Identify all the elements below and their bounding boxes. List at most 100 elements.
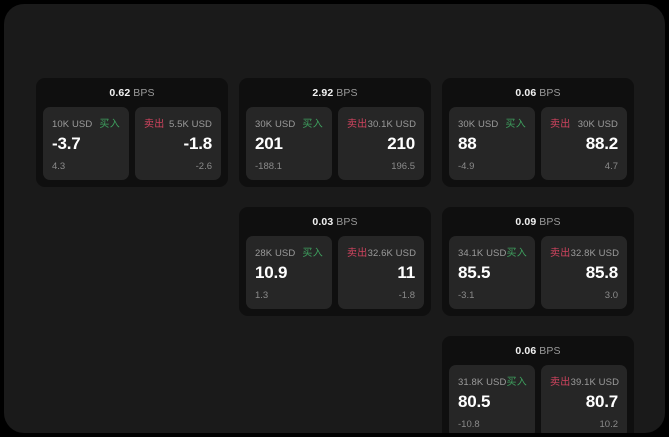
buy-side-tag: 买入 bbox=[302, 119, 323, 130]
sell-sub-value: 3.0 bbox=[604, 290, 618, 301]
buy-side-tag: 买入 bbox=[302, 248, 323, 259]
buy-main-value: 85.5 bbox=[458, 263, 491, 282]
sell-side-tag: 卖出 bbox=[550, 248, 571, 259]
sell-main-value: -1.8 bbox=[183, 134, 213, 153]
app-frame: 0.62 BPS 10K USD 买入 -3.7 4.3 卖出 5.5K USD -1.8 -2.… bbox=[4, 4, 665, 433]
quote-column: 2.92 BPS 30K USD 买入 201 -188.1 卖出 30.1K USD 210 1… bbox=[239, 78, 431, 316]
quote-card[interactable]: 2.92 BPS 30K USD 买入 201 -188.1 卖出 30.1K USD 210 1… bbox=[239, 78, 431, 187]
buy-size-label: 34.1K USD bbox=[458, 248, 507, 259]
buy-side-tag: 买入 bbox=[506, 377, 528, 388]
sell-side-tag: 卖出 bbox=[347, 119, 368, 130]
buy-side-tag: 买入 bbox=[505, 119, 526, 130]
sell-side-tag: 卖出 bbox=[550, 119, 571, 130]
buy-panel[interactable]: 10K USD 买入 -3.7 4.3 bbox=[43, 107, 129, 180]
buy-sub-value: -3.1 bbox=[458, 290, 475, 301]
bps-value: 0.09 bbox=[515, 216, 537, 228]
card-side-panels: 10K USD 买入 -3.7 4.3 卖出 5.5K USD -1.8 -2.6 bbox=[43, 107, 221, 180]
sell-main-value: 85.8 bbox=[585, 263, 618, 282]
quote-card[interactable]: 0.06 BPS 30K USD 买入 88 -4.9 卖出 30K USD 88.2 4.7 bbox=[442, 78, 634, 187]
sell-sub-value: 196.5 bbox=[391, 161, 415, 172]
bps-unit-label: BPS bbox=[539, 216, 561, 228]
sell-size-label: 5.5K USD bbox=[168, 119, 212, 130]
sell-sub-value: -1.8 bbox=[398, 290, 415, 301]
quote-column: 0.06 BPS 30K USD 买入 88 -4.9 卖出 30K USD 88.2 4.7 0.… bbox=[442, 78, 634, 433]
sell-size-label: 30.1K USD bbox=[367, 119, 417, 130]
bps-unit-label: BPS bbox=[539, 345, 561, 357]
bps-unit-label: BPS bbox=[539, 87, 561, 99]
buy-panel[interactable]: 30K USD 买入 88 -4.9 bbox=[449, 107, 535, 180]
card-side-panels: 34.1K USD 买入 85.5 -3.1 卖出 32.8K USD 85.8 3.0 bbox=[449, 236, 627, 309]
card-bps-header: 0.62 BPS bbox=[43, 86, 221, 107]
sell-panel[interactable]: 卖出 5.5K USD -1.8 -2.6 bbox=[135, 107, 221, 180]
card-side-panels: 30K USD 买入 88 -4.9 卖出 30K USD 88.2 4.7 bbox=[449, 107, 627, 180]
sell-panel[interactable]: 卖出 30.1K USD 210 196.5 bbox=[338, 107, 424, 180]
quote-card[interactable]: 0.03 BPS 28K USD 买入 10.9 1.3 卖出 32.6K USD 11 -1.8 bbox=[239, 207, 431, 316]
sell-size-label: 30K USD bbox=[577, 119, 618, 130]
sell-side-tag: 卖出 bbox=[144, 119, 165, 130]
buy-size-label: 10K USD bbox=[52, 119, 93, 130]
buy-sub-value: 1.3 bbox=[255, 290, 269, 301]
quote-board: 0.62 BPS 10K USD 买入 -3.7 4.3 卖出 5.5K USD -1.8 -2.… bbox=[36, 78, 636, 433]
buy-panel[interactable]: 28K USD 买入 10.9 1.3 bbox=[246, 236, 332, 309]
sell-sub-value: 4.7 bbox=[604, 161, 618, 172]
card-bps-header: 0.03 BPS bbox=[246, 215, 424, 236]
bps-value: 0.03 bbox=[312, 216, 334, 228]
bps-value: 0.62 bbox=[109, 87, 131, 99]
card-bps-header: 2.92 BPS bbox=[246, 86, 424, 107]
card-side-panels: 28K USD 买入 10.9 1.3 卖出 32.6K USD 11 -1.8 bbox=[246, 236, 424, 309]
buy-panel-header: 30K USD 买入 bbox=[458, 115, 526, 130]
sell-panel-header: 卖出 39.1K USD bbox=[550, 373, 620, 388]
buy-size-label: 30K USD bbox=[458, 119, 499, 130]
card-side-panels: 30K USD 买入 201 -188.1 卖出 30.1K USD 210 196.5 bbox=[246, 107, 424, 180]
sell-main-value: 210 bbox=[387, 134, 415, 153]
sell-panel-header: 卖出 32.8K USD bbox=[550, 244, 620, 259]
sell-side-tag: 卖出 bbox=[347, 248, 368, 259]
sell-panel[interactable]: 卖出 39.1K USD 80.7 10.2 bbox=[541, 365, 627, 433]
card-bps-header: 0.06 BPS bbox=[449, 344, 627, 365]
sell-size-label: 39.1K USD bbox=[570, 377, 620, 388]
bps-unit-label: BPS bbox=[336, 216, 358, 228]
quote-card[interactable]: 0.06 BPS 31.8K USD 买入 80.5 -10.8 卖出 39.1K USD 80… bbox=[442, 336, 634, 433]
quote-card[interactable]: 0.62 BPS 10K USD 买入 -3.7 4.3 卖出 5.5K USD -1.8 -2.… bbox=[36, 78, 228, 187]
sell-panel-header: 卖出 30K USD bbox=[550, 115, 618, 130]
buy-side-tag: 买入 bbox=[506, 248, 528, 259]
buy-sub-value: -4.9 bbox=[458, 161, 475, 172]
buy-sub-value: -10.8 bbox=[458, 419, 480, 430]
sell-panel-header: 卖出 32.6K USD bbox=[347, 244, 417, 259]
buy-sub-value: -188.1 bbox=[255, 161, 282, 172]
buy-panel-header: 34.1K USD 买入 bbox=[458, 244, 528, 259]
quote-column: 0.62 BPS 10K USD 买入 -3.7 4.3 卖出 5.5K USD -1.8 -2.… bbox=[36, 78, 228, 187]
buy-panel[interactable]: 34.1K USD 买入 85.5 -3.1 bbox=[449, 236, 535, 309]
buy-panel-header: 10K USD 买入 bbox=[52, 115, 120, 130]
quote-card[interactable]: 0.09 BPS 34.1K USD 买入 85.5 -3.1 卖出 32.8K USD 85.… bbox=[442, 207, 634, 316]
sell-main-value: 11 bbox=[397, 263, 415, 282]
sell-panel-header: 卖出 30.1K USD bbox=[347, 115, 417, 130]
sell-panel[interactable]: 卖出 32.6K USD 11 -1.8 bbox=[338, 236, 424, 309]
buy-main-value: 10.9 bbox=[255, 263, 288, 282]
buy-main-value: 80.5 bbox=[458, 392, 491, 411]
bps-unit-label: BPS bbox=[336, 87, 358, 99]
bps-value: 0.06 bbox=[515, 87, 537, 99]
sell-sub-value: -2.6 bbox=[195, 161, 212, 172]
buy-main-value: 201 bbox=[255, 134, 283, 153]
sell-main-value: 88.2 bbox=[585, 134, 618, 153]
buy-size-label: 28K USD bbox=[255, 248, 296, 259]
bps-value: 0.06 bbox=[515, 345, 537, 357]
sell-panel-header: 卖出 5.5K USD bbox=[144, 115, 212, 130]
buy-panel[interactable]: 31.8K USD 买入 80.5 -10.8 bbox=[449, 365, 535, 433]
buy-main-value: -3.7 bbox=[52, 134, 81, 153]
bps-value: 2.92 bbox=[312, 87, 334, 99]
sell-panel[interactable]: 卖出 30K USD 88.2 4.7 bbox=[541, 107, 627, 180]
sell-size-label: 32.6K USD bbox=[367, 248, 417, 259]
sell-size-label: 32.8K USD bbox=[570, 248, 620, 259]
buy-main-value: 88 bbox=[458, 134, 477, 153]
buy-size-label: 30K USD bbox=[255, 119, 296, 130]
buy-panel-header: 30K USD 买入 bbox=[255, 115, 323, 130]
card-bps-header: 0.09 BPS bbox=[449, 215, 627, 236]
sell-sub-value: 10.2 bbox=[599, 419, 619, 430]
buy-panel[interactable]: 30K USD 买入 201 -188.1 bbox=[246, 107, 332, 180]
sell-main-value: 80.7 bbox=[585, 392, 618, 411]
sell-side-tag: 卖出 bbox=[550, 377, 571, 388]
card-bps-header: 0.06 BPS bbox=[449, 86, 627, 107]
sell-panel[interactable]: 卖出 32.8K USD 85.8 3.0 bbox=[541, 236, 627, 309]
